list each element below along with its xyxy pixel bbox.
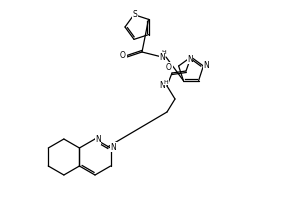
Text: N: N <box>95 136 101 144</box>
Text: H: H <box>162 50 167 55</box>
Text: O: O <box>166 62 172 72</box>
Text: N: N <box>187 54 193 64</box>
Text: N: N <box>203 61 209 70</box>
Text: N: N <box>111 142 116 152</box>
Text: H: H <box>164 79 168 84</box>
Text: N: N <box>159 52 165 62</box>
Text: N: N <box>159 82 165 90</box>
Text: S: S <box>133 10 137 19</box>
Text: O: O <box>120 51 126 60</box>
